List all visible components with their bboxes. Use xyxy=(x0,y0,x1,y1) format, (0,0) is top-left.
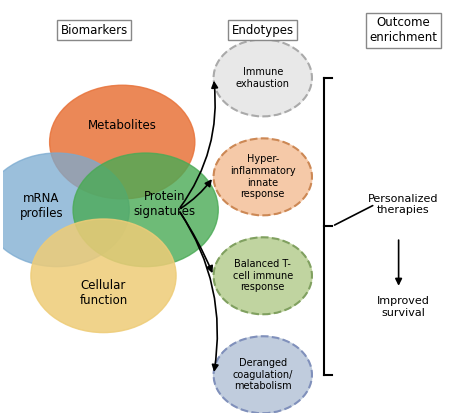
Circle shape xyxy=(214,139,312,215)
Text: Biomarkers: Biomarkers xyxy=(61,24,128,37)
Circle shape xyxy=(214,40,312,116)
Text: Cellular
function: Cellular function xyxy=(79,279,128,307)
Text: Endotypes: Endotypes xyxy=(232,24,294,37)
Text: Metabolites: Metabolites xyxy=(88,119,157,132)
Text: Protein
signatures: Protein signatures xyxy=(133,191,195,218)
Text: Outcome
enrichment: Outcome enrichment xyxy=(369,16,438,44)
Ellipse shape xyxy=(50,85,195,199)
Text: Immune
exhaustion: Immune exhaustion xyxy=(236,67,290,89)
Ellipse shape xyxy=(73,153,218,267)
Text: Deranged
coagulation/
metabolism: Deranged coagulation/ metabolism xyxy=(233,358,293,391)
Text: mRNA
profiles: mRNA profiles xyxy=(19,192,63,220)
Circle shape xyxy=(214,237,312,314)
Text: Balanced T-
cell immune
response: Balanced T- cell immune response xyxy=(233,259,293,292)
Text: Hyper-
inflammatory
innate
response: Hyper- inflammatory innate response xyxy=(230,154,296,199)
Circle shape xyxy=(214,336,312,413)
Text: Improved
survival: Improved survival xyxy=(377,296,430,318)
Ellipse shape xyxy=(0,153,129,267)
Ellipse shape xyxy=(31,219,176,333)
Text: Personalized
therapies: Personalized therapies xyxy=(368,193,438,215)
